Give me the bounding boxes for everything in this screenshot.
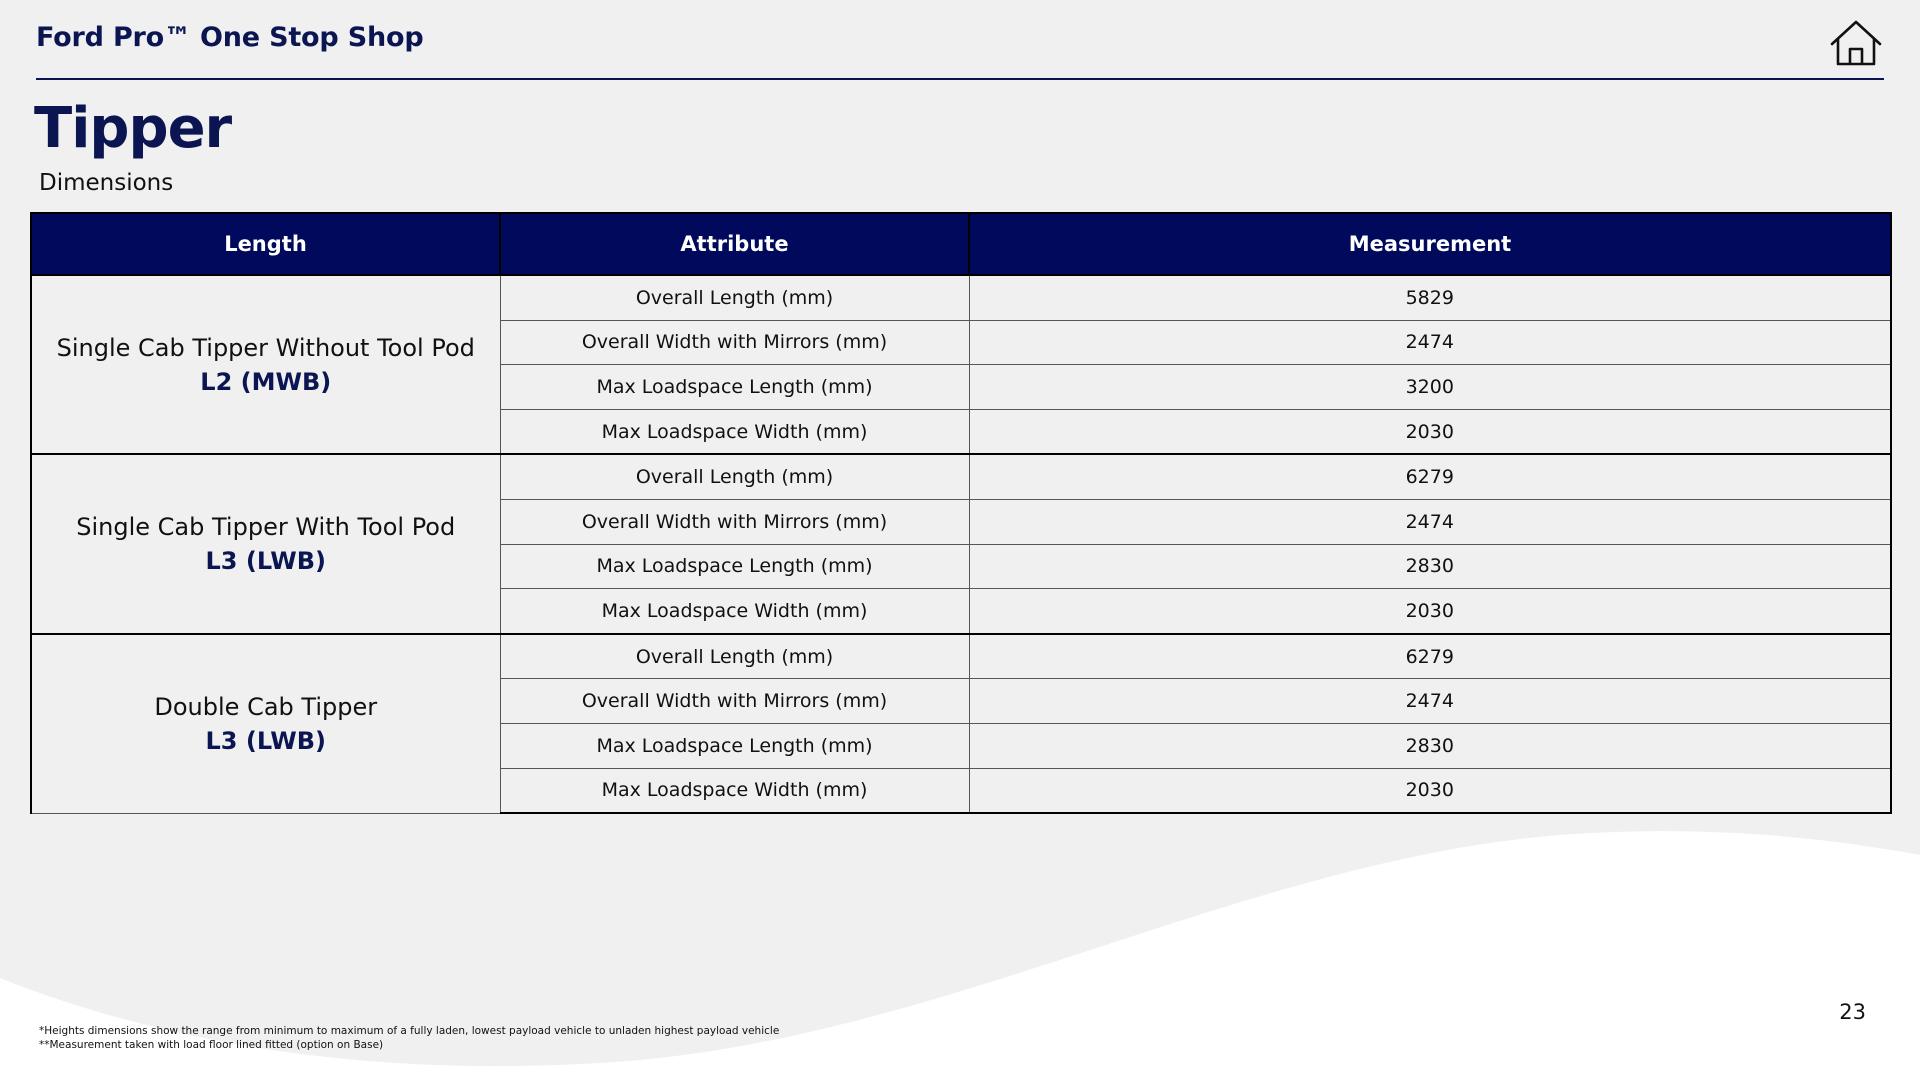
attribute-cell: Max Loadspace Width (mm) — [500, 588, 970, 635]
page-title: Tipper — [34, 96, 232, 161]
attribute-cell: Overall Width with Mirrors (mm) — [500, 320, 970, 366]
page-number: 23 — [1839, 1000, 1866, 1024]
attribute-cell: Max Loadspace Length (mm) — [500, 364, 970, 410]
attribute-cell: Max Loadspace Width (mm) — [500, 768, 970, 815]
vehicle-name: Double Cab Tipper — [154, 692, 378, 721]
footnotes: *Heights dimensions show the range from … — [39, 1024, 779, 1052]
table-row: Overall Width with Mirrors (mm) 2474 — [31, 678, 1892, 724]
measurement-cell: 2030 — [969, 768, 1892, 815]
table-row: Double Cab Tipper L3 (LWB) Overall Lengt… — [30, 632, 1892, 814]
table-row: Max Loadspace Length (mm) 3200 — [31, 364, 1892, 410]
measurement-cell: 2474 — [969, 320, 1892, 366]
measurement-cell: 2830 — [969, 723, 1892, 769]
brand-title: Ford Pro™ One Stop Shop — [36, 22, 424, 53]
column-header-attribute: Attribute — [499, 212, 970, 276]
vehicle-group-cell: Double Cab Tipper L3 (LWB) — [30, 632, 501, 814]
measurement-cell: 3200 — [969, 364, 1892, 410]
column-header-measurement: Measurement — [968, 212, 1892, 276]
table-row: Overall Width with Mirrors (mm) 2474 — [31, 320, 1892, 366]
dimensions-table: Length Attribute Measurement Single Cab … — [30, 212, 1892, 815]
vehicle-length-code: L3 (LWB) — [205, 547, 326, 576]
footnote: **Measurement taken with load floor line… — [39, 1039, 384, 1051]
vehicle-group-cell: Single Cab Tipper With Tool Pod L3 (LWB) — [30, 453, 501, 635]
vehicle-length-code: L2 (MWB) — [200, 367, 332, 396]
column-header-length: Length — [30, 212, 501, 276]
measurement-cell: 6279 — [969, 453, 1892, 500]
attribute-cell: Overall Width with Mirrors (mm) — [500, 499, 970, 545]
vehicle-group-cell: Single Cab Tipper Without Tool Pod L2 (M… — [30, 273, 501, 455]
table-row: Max Loadspace Width (mm) 2030 — [31, 409, 1892, 456]
attribute-cell: Overall Width with Mirrors (mm) — [500, 678, 970, 724]
attribute-cell: Overall Length (mm) — [500, 453, 970, 500]
vehicle-name: Single Cab Tipper Without Tool Pod — [56, 333, 475, 362]
table-row: Max Loadspace Width (mm) 2030 — [31, 588, 1892, 635]
attribute-cell: Max Loadspace Width (mm) — [500, 409, 970, 456]
measurement-cell: 2830 — [969, 544, 1892, 590]
measurement-cell: 5829 — [969, 273, 1892, 321]
table-row: Max Loadspace Length (mm) 2830 — [31, 723, 1892, 769]
measurement-cell: 2030 — [969, 409, 1892, 456]
table-row: Max Loadspace Width (mm) 2030 — [31, 768, 1892, 815]
vehicle-length-code: L3 (LWB) — [205, 726, 326, 755]
header-divider — [36, 78, 1884, 80]
footnote: *Heights dimensions show the range from … — [39, 1025, 780, 1037]
measurement-cell: 2474 — [969, 499, 1892, 545]
table-row: Single Cab Tipper Without Tool Pod L2 (M… — [30, 273, 1892, 455]
attribute-cell: Overall Length (mm) — [500, 273, 970, 321]
home-icon[interactable] — [1828, 18, 1884, 68]
table-row: Single Cab Tipper With Tool Pod L3 (LWB)… — [30, 453, 1892, 635]
measurement-cell: 2474 — [969, 678, 1892, 724]
attribute-cell: Max Loadspace Length (mm) — [500, 723, 970, 769]
measurement-cell: 6279 — [969, 632, 1892, 680]
vehicle-name: Single Cab Tipper With Tool Pod — [76, 513, 456, 542]
table-row: Overall Width with Mirrors (mm) 2474 — [31, 499, 1892, 545]
attribute-cell: Max Loadspace Length (mm) — [500, 544, 970, 590]
table-header-row: Length Attribute Measurement — [30, 212, 1892, 276]
measurement-cell: 2030 — [969, 588, 1892, 635]
attribute-cell: Overall Length (mm) — [500, 632, 970, 680]
table-row: Max Loadspace Length (mm) 2830 — [31, 544, 1892, 590]
page-subtitle: Dimensions — [39, 170, 174, 196]
